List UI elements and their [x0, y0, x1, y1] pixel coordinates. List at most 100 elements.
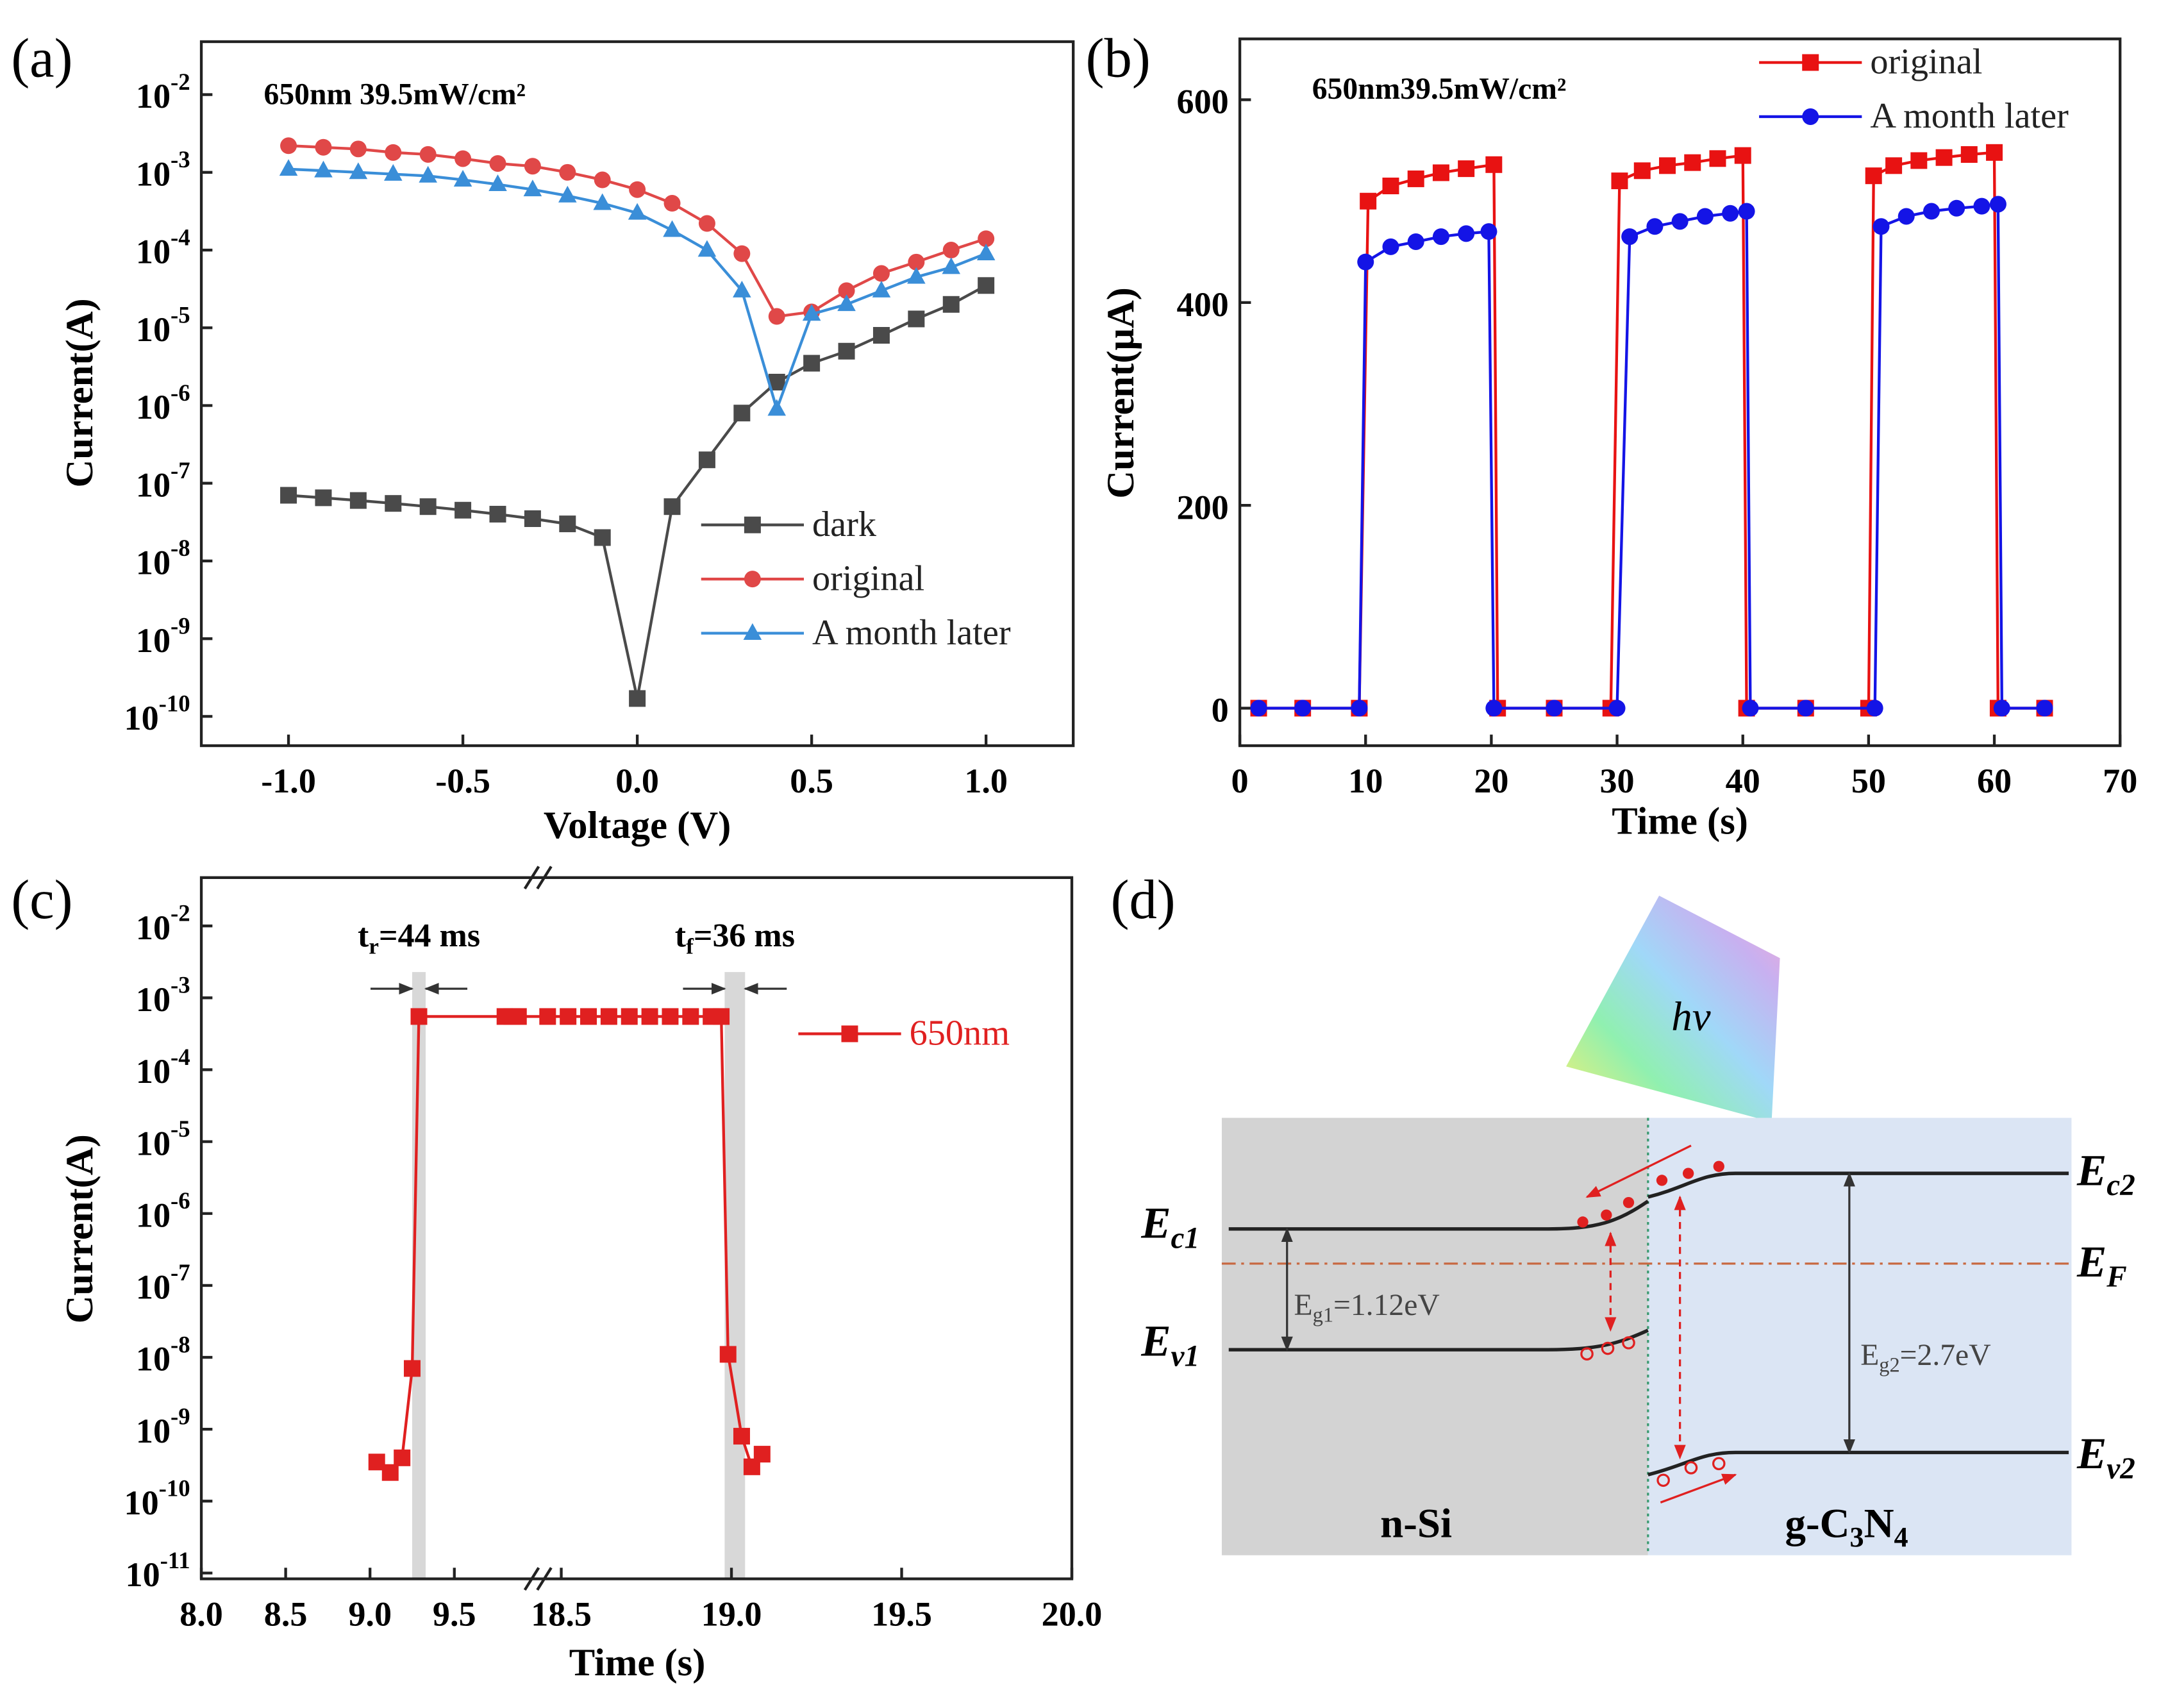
data-point [768, 308, 785, 325]
data-point [1797, 699, 1814, 717]
y-tick-label: 10-10 [124, 691, 190, 737]
data-point [872, 280, 891, 297]
x-tick-label: 40 [1726, 762, 1760, 800]
data-point [383, 163, 403, 181]
panel-label: (b) [1086, 28, 1151, 89]
level-label: Ev1 [1140, 1316, 1199, 1373]
y-axis-title: Current(A) [58, 1134, 101, 1323]
y-tick-label: 10-8 [136, 1332, 190, 1378]
data-point [1948, 199, 1965, 217]
electrons [1577, 1160, 1724, 1228]
data-point [1360, 192, 1377, 210]
legend-marker [743, 623, 762, 640]
legend-label: A month later [1870, 96, 2069, 136]
data-point [558, 185, 577, 203]
highlight-band [724, 972, 746, 1579]
data-point [315, 138, 332, 156]
y-tick-label: 400 [1177, 285, 1229, 324]
data-point [733, 280, 751, 297]
data-point [1480, 223, 1497, 240]
y-tick-label: 10-9 [136, 1403, 190, 1450]
data-point [1646, 218, 1664, 235]
data-point [802, 304, 821, 321]
data-point [1294, 699, 1312, 717]
y-tick-label: 10-7 [136, 457, 190, 504]
data-point [1973, 197, 1990, 215]
y-tick-label: 10-10 [124, 1475, 190, 1522]
data-point [419, 146, 437, 163]
x-tick-label: 60 [1977, 762, 2012, 800]
y-tick-label: 10-6 [136, 380, 190, 426]
x-tick-label: 8.5 [264, 1595, 308, 1634]
data-point [559, 163, 576, 181]
data-point [314, 160, 333, 178]
x-tick-label: 8.0 [179, 1595, 223, 1634]
material-label: n-Si [1380, 1500, 1452, 1546]
legend-marker [744, 516, 761, 533]
data-point [1742, 699, 1759, 717]
legend-label: original [1870, 42, 1982, 82]
y-tick-label: 10-7 [136, 1260, 190, 1307]
n-si-region [1221, 1118, 1648, 1555]
data-point [594, 529, 611, 546]
data-point [733, 1428, 750, 1445]
data-point [394, 1449, 411, 1466]
data-point [594, 171, 611, 188]
data-point [682, 1008, 699, 1025]
data-point [1696, 208, 1714, 225]
data-point [1351, 699, 1368, 717]
x-tick-label: 20 [1474, 762, 1508, 800]
data-point [629, 181, 646, 198]
data-point [1382, 238, 1399, 255]
chart-title: 650nm 39.5mW/cm² [264, 78, 526, 112]
data-point [1458, 160, 1475, 178]
data-point [1382, 178, 1399, 194]
data-point [872, 265, 890, 282]
data-point [488, 174, 507, 191]
level-label: Ec2 [2076, 1145, 2135, 1202]
data-point [280, 137, 297, 155]
data-point [978, 230, 995, 247]
data-point [838, 282, 855, 299]
data-point [1866, 699, 1883, 717]
data-point [621, 1008, 638, 1025]
data-point [663, 498, 681, 515]
legend-label: 650nm [910, 1014, 1010, 1053]
data-point [698, 215, 715, 232]
data-point [733, 245, 751, 262]
annotation: tf=36 ms [675, 917, 795, 959]
data-point [1458, 225, 1475, 242]
data-point [1684, 154, 1701, 171]
gap-label: Eg2=2.7eV [1860, 1339, 1990, 1377]
data-point [1485, 156, 1503, 173]
legend-label: A month later [812, 613, 1011, 653]
data-point [713, 1008, 730, 1025]
data-point [978, 277, 995, 294]
data-point [803, 355, 821, 372]
x-tick-label: -1.0 [261, 762, 316, 800]
data-point [697, 240, 717, 257]
data-point [455, 150, 472, 167]
panel-label: (d) [1111, 869, 1176, 930]
x-tick-label: 70 [2103, 762, 2137, 800]
data-point [510, 1008, 527, 1025]
data-point [908, 253, 925, 271]
data-point [385, 495, 402, 512]
y-tick-label: 10-2 [136, 900, 190, 947]
x-axis-title: Time (s) [569, 1641, 706, 1684]
data-point [908, 310, 925, 328]
data-point [628, 203, 647, 220]
data-point [410, 1008, 428, 1025]
data-point [455, 501, 472, 519]
data-point [1923, 203, 1940, 220]
data-point [381, 1464, 399, 1481]
x-tick-label: 0.5 [790, 762, 833, 800]
y-tick-label: 10-4 [136, 1044, 190, 1091]
y-tick-label: 10-8 [136, 535, 190, 582]
data-point [942, 242, 960, 259]
data-point [1546, 699, 1563, 717]
data-point [698, 451, 715, 469]
x-tick-label: 19.5 [871, 1595, 932, 1634]
band-diagram: (d) hν Ec1 Ev1 Ec2 EF Ev2 Eg1=1 [1111, 869, 2135, 1555]
data-point [872, 327, 890, 344]
